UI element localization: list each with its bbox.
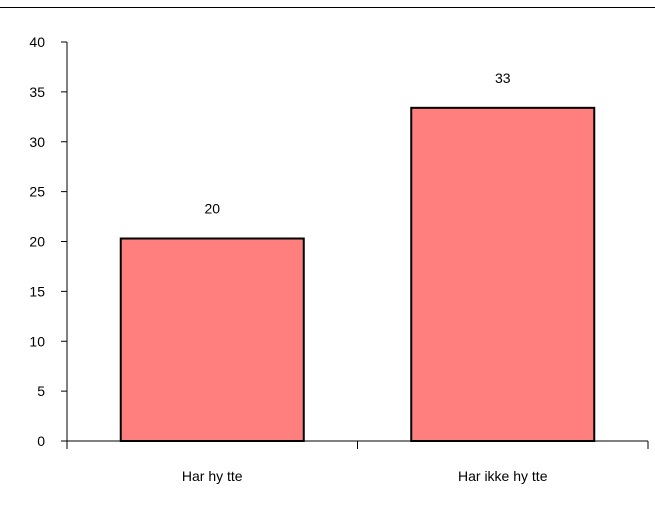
- y-tick-label: 35: [29, 84, 45, 100]
- bar: [119, 237, 305, 442]
- y-tick-label: 20: [29, 234, 45, 250]
- y-tick-label: 10: [29, 333, 45, 349]
- bar-value-label: 20: [204, 201, 220, 217]
- y-tick-label: 5: [37, 383, 45, 399]
- x-category-label: Har ikke hy tte: [458, 468, 548, 484]
- bar: [410, 106, 596, 443]
- y-tick-label: 30: [29, 134, 45, 150]
- y-tick-label: 15: [29, 283, 45, 299]
- bar-value-label: 33: [495, 70, 511, 86]
- y-axis: 0 5 10 15 20 25 30 35 40: [29, 34, 68, 449]
- y-tick-label: 25: [29, 184, 45, 200]
- y-tick-label: 0: [37, 433, 45, 449]
- x-axis: Har hy tte Har ikke hy tte: [66, 440, 649, 484]
- x-category-label: Har hy tte: [182, 468, 243, 484]
- bars: [119, 106, 596, 443]
- y-tick-label: 40: [29, 34, 45, 50]
